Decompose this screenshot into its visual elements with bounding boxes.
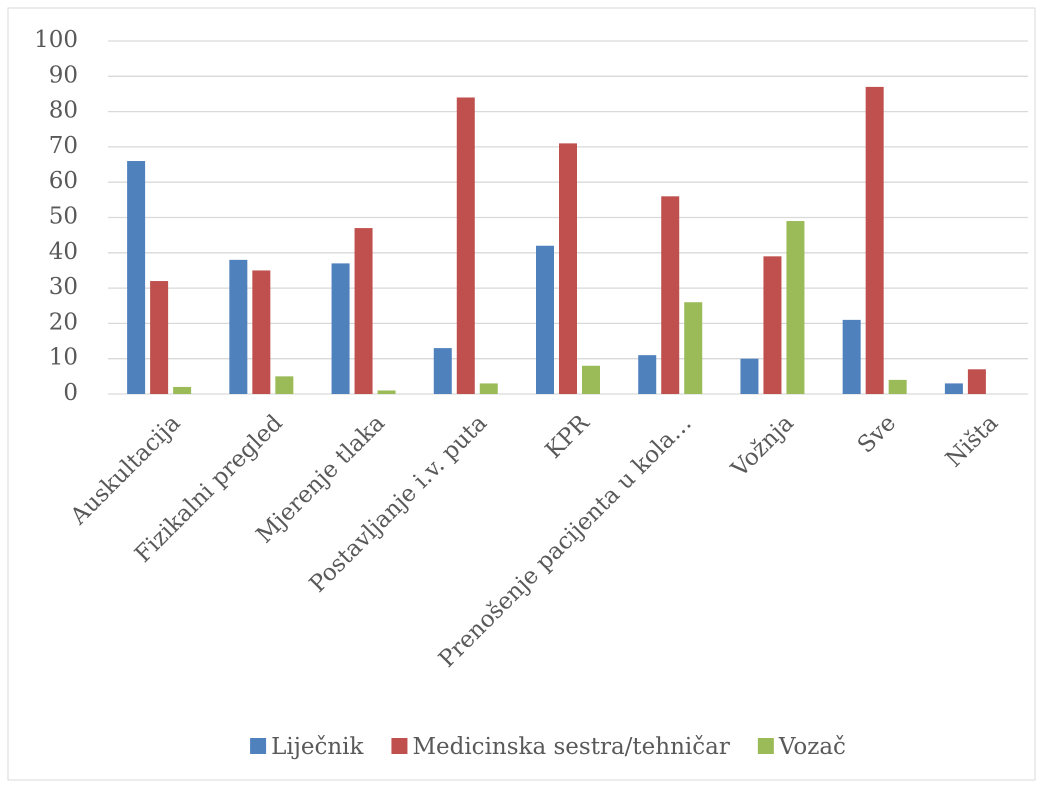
bar — [252, 270, 271, 394]
bar — [456, 97, 475, 394]
bar — [865, 86, 884, 394]
bar — [684, 302, 703, 394]
legend-label: Vozač — [778, 734, 846, 760]
legend: Liječnik Medicinska sestra/tehničar Vozač — [250, 734, 846, 760]
bar — [763, 256, 782, 394]
y-tick-label: 80 — [49, 98, 78, 124]
bar — [888, 379, 907, 394]
y-tick-label: 0 — [63, 380, 78, 406]
legend-swatch — [757, 738, 774, 754]
bar — [536, 245, 554, 394]
bar — [433, 348, 452, 394]
bar — [944, 383, 963, 394]
legend-swatch — [250, 738, 267, 754]
y-tick-label: 20 — [49, 309, 78, 335]
x-tick-label: Postavljanje i.v. puta — [305, 410, 493, 598]
bar — [740, 358, 759, 394]
bar — [661, 196, 680, 394]
x-tick-label: Sve — [853, 410, 901, 458]
bar — [354, 228, 373, 394]
bar — [559, 143, 577, 394]
y-tick-label: 70 — [49, 133, 78, 159]
y-tick-label: 40 — [49, 239, 78, 265]
bar — [173, 386, 192, 394]
bar — [967, 369, 986, 394]
bar — [150, 281, 169, 394]
legend-swatch — [391, 738, 408, 754]
bar — [127, 161, 146, 394]
bar — [275, 376, 294, 394]
bar — [229, 259, 248, 394]
y-tick-label: 60 — [49, 168, 78, 194]
legend-label: Medicinska sestra/tehničar — [412, 734, 729, 760]
legend-label: Liječnik — [271, 734, 364, 760]
x-tick-label: Ništa — [941, 410, 1004, 473]
y-tick-label: 30 — [49, 274, 78, 300]
bar — [638, 355, 657, 394]
bar — [582, 365, 600, 394]
bar — [479, 383, 498, 394]
chart-frame — [7, 7, 1036, 781]
bar — [842, 319, 861, 394]
bar — [786, 221, 805, 394]
y-tick-label: 90 — [49, 62, 78, 88]
x-tick-label: KPR — [541, 410, 595, 464]
bar — [377, 390, 396, 394]
y-tick-label: 50 — [49, 204, 78, 230]
bar — [331, 263, 350, 394]
y-tick-label: 100 — [34, 27, 78, 53]
x-tick-label: Vožnja — [726, 410, 799, 483]
y-tick-label: 10 — [49, 345, 78, 371]
